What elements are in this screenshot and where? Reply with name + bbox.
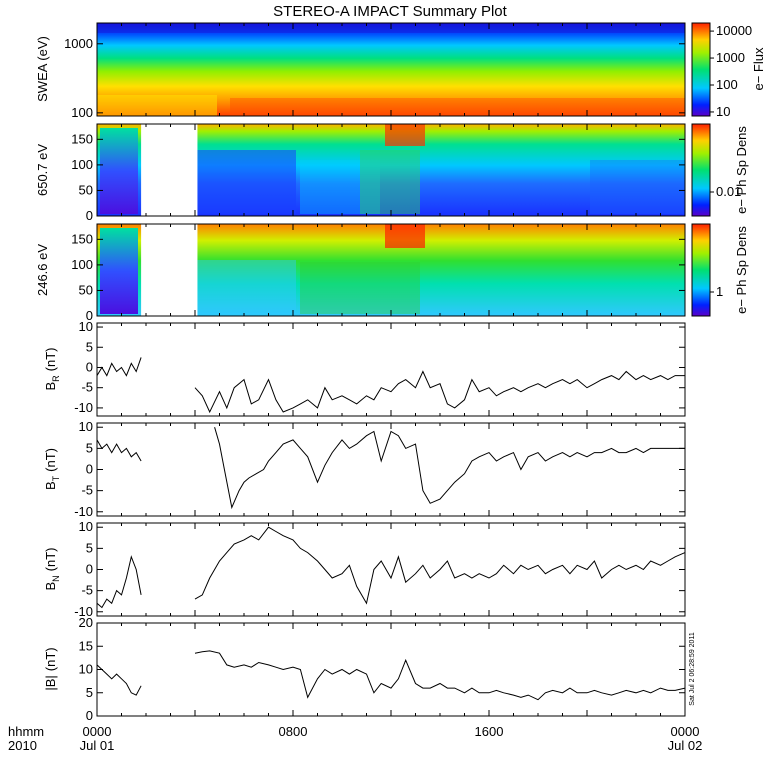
y-tick-label: 10 (79, 662, 93, 677)
colorbar-tick-label: 10000 (716, 23, 752, 38)
pad-246-data-gap (141, 224, 198, 316)
time-tick-date: Jul 01 (80, 738, 115, 753)
colorbar-tick-label: 100 (716, 77, 738, 92)
swea-colorbar-ticks: 10 100 1000 10000 (710, 23, 752, 119)
y-tick-label: 15 (79, 638, 93, 653)
br-y-axis: -10 -5 0 5 10 (74, 319, 686, 416)
pad-650-y-axis: 0 50 100 150 (71, 124, 686, 223)
pad-246-ylabel: 246.6 eV (35, 244, 50, 296)
swea-colorbar-label: e− Flux (751, 47, 766, 90)
y-tick-label: -10 (74, 604, 93, 619)
pad-650-ylabel: 650.7 eV (35, 144, 50, 196)
y-tick-label: -10 (74, 504, 93, 519)
colorbar-tick-label: 1000 (716, 50, 745, 65)
pad-246-overlay (100, 224, 425, 314)
br-ylabel: BR(nT) (43, 347, 61, 390)
y-tick-label: 100 (71, 105, 93, 120)
y-tick-label: 20 (79, 615, 93, 630)
colorbar-tick-label: 1 (716, 284, 723, 299)
br-series (96, 357, 685, 414)
y-tick-label: -5 (81, 583, 93, 598)
time-axis-row2-label: 2010 (8, 738, 37, 753)
pad-650-overlay (100, 124, 685, 214)
time-tick-date: Jul 02 (668, 738, 703, 753)
swea-colorbar (691, 22, 711, 117)
y-tick-label: 5 (86, 440, 93, 455)
series-line (194, 526, 686, 605)
y-tick-label: 100 (71, 257, 93, 272)
series-line (96, 664, 142, 696)
pad-650-colorbar-ticks: 0.01 (710, 184, 741, 199)
panel-pad-246: 0 50 100 150 246.6 eV 1 e− Ph Sp Dens (35, 223, 749, 323)
time-tick-label: 0800 (279, 724, 308, 739)
pad-650-colorbar-label: e− Ph Sp Dens (734, 126, 749, 214)
y-tick-label: 0 (86, 359, 93, 374)
y-tick-label: 0 (86, 462, 93, 477)
y-tick-label: 0 (86, 708, 93, 723)
generated-timestamp: Sat Jul 2 06:28:59 2011 (689, 632, 696, 706)
bn-y-axis: -10 -5 0 5 10 (74, 519, 686, 619)
y-tick-label: 10 (79, 419, 93, 434)
time-axis-row1-label: hhmm (8, 724, 44, 739)
y-tick-label: -5 (81, 483, 93, 498)
y-tick-label: 100 (71, 157, 93, 172)
bt-y-axis: -10 -5 0 5 10 (74, 419, 686, 519)
panel-pad-650: 0 50 100 150 650.7 eV 0.01 e− Ph Sp Dens (35, 123, 749, 223)
swea-y-axis: 100 1000 (64, 23, 686, 120)
bmag-ylabel: |B|(nT) (43, 647, 58, 690)
bt-ylabel: BT(nT) (43, 448, 61, 490)
series-line (96, 555, 142, 609)
y-tick-label: -10 (74, 400, 93, 415)
time-tick-label: 0000 (671, 724, 700, 739)
y-tick-label: 0 (86, 308, 93, 323)
y-tick-label: -5 (81, 380, 93, 395)
y-tick-label: 5 (86, 685, 93, 700)
y-tick-label: 1000 (64, 36, 93, 51)
pad-650-colorbar (691, 123, 711, 217)
series-line (214, 427, 685, 510)
y-tick-label: 50 (79, 182, 93, 197)
swea-ylabel: SWEA (eV) (35, 36, 50, 102)
bn-series (96, 526, 686, 609)
panel-br: -10 -5 0 5 10 BR(nT) (43, 319, 686, 417)
bt-frame (96, 422, 686, 517)
pad-650-data-gap (141, 124, 198, 216)
bmag-frame (96, 622, 686, 717)
pad-246-y-axis: 0 50 100 150 (71, 224, 686, 323)
y-tick-label: 5 (86, 540, 93, 555)
series-line (96, 357, 142, 377)
colorbar-tick-label: 0.01 (716, 184, 741, 199)
y-tick-label: 10 (79, 319, 93, 334)
time-tick-label: 0000 (83, 724, 112, 739)
br-frame (96, 322, 686, 417)
y-tick-label: 0 (86, 562, 93, 577)
bmag-series (96, 650, 686, 701)
y-tick-label: 50 (79, 282, 93, 297)
panel-bt: -10 -5 0 5 10 BT(nT) (43, 419, 686, 519)
y-tick-label: 150 (71, 131, 93, 146)
pad-246-colorbar-label: e− Ph Sp Dens (734, 226, 749, 314)
panel-bmag: 0 5 10 15 20 |B|(nT) (43, 615, 686, 723)
series-line (96, 439, 142, 462)
series-line (194, 650, 686, 701)
colorbar-tick-label: 10 (716, 104, 730, 119)
y-tick-label: 0 (86, 208, 93, 223)
figure-title: STEREO-A IMPACT Summary Plot (273, 3, 507, 20)
panel-swea: 100 1000 SWEA (eV) 10 100 1000 10000 e− Flux (35, 22, 766, 120)
bn-ylabel: BN(nT) (43, 547, 61, 590)
panel-bn: -10 -5 0 5 10 BN(nT) (43, 519, 686, 619)
time-tick-label: 1600 (475, 724, 504, 739)
bmag-y-axis: 0 5 10 15 20 (79, 615, 686, 723)
bt-series (96, 427, 685, 510)
y-tick-label: 10 (79, 519, 93, 534)
pad-246-colorbar-ticks: 1 (710, 284, 723, 299)
y-tick-label: 150 (71, 231, 93, 246)
series-line (194, 370, 685, 414)
y-tick-label: 5 (86, 339, 93, 354)
pad-246-colorbar (691, 223, 711, 317)
bn-frame (96, 522, 686, 617)
